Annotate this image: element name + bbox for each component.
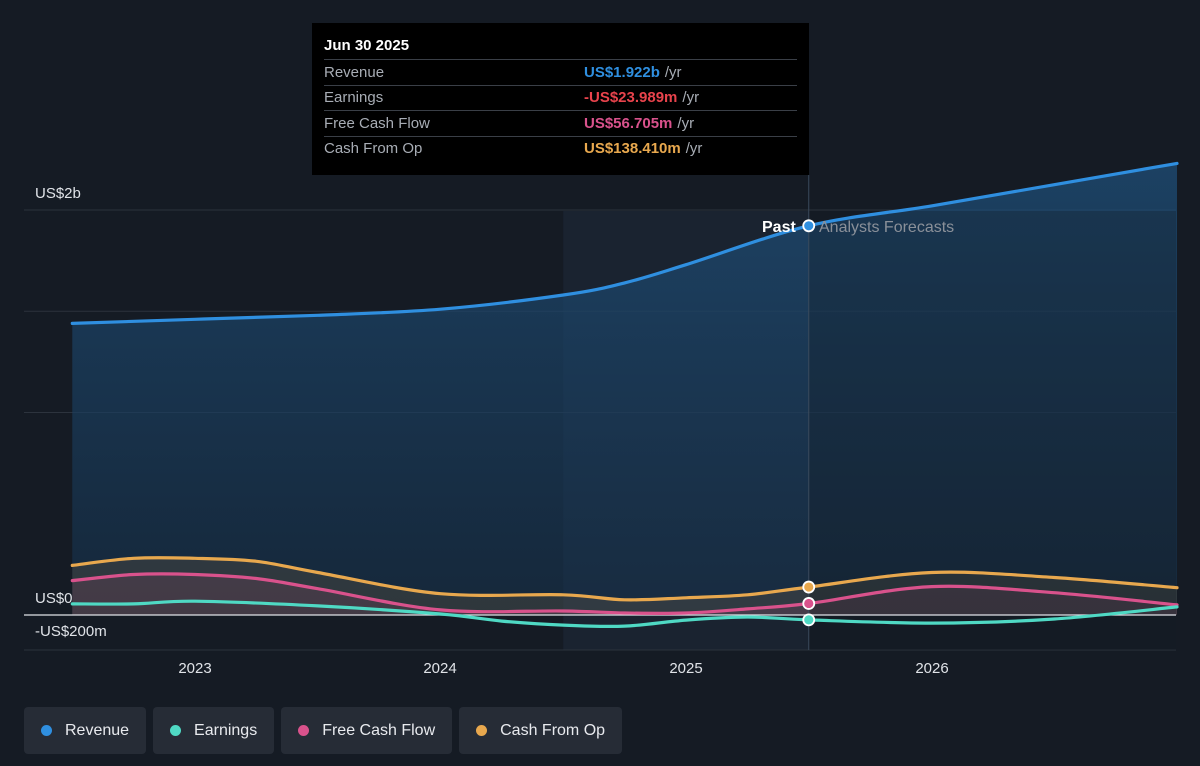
legend-dot-icon [170,725,182,736]
data-tooltip: Jun 30 2025 Revenue US$1.922b /yr Earnin… [312,23,809,175]
y-tick-label: US$2b [35,185,81,202]
series-line-free-cash-flow [70,572,1179,615]
data-point-marker [802,219,816,233]
legend-item-earnings[interactable]: Earnings [153,707,275,754]
tooltip-row-earnings: Earnings -US$23.989m /yr [324,84,797,111]
forecast-label: Analysts Forecasts [819,219,955,236]
tooltip-label: Revenue [324,63,385,81]
past-label: Past [762,219,796,236]
legend-dot-icon [298,725,310,736]
y-tick-label: -US$200m [35,623,107,640]
tooltip-unit: /yr [677,114,695,132]
tooltip-unit: /yr [664,63,682,81]
data-point-marker [802,597,816,610]
x-tick-label: 2025 [669,660,703,677]
tooltip-value: US$138.410m [584,140,681,158]
tooltip-row-revenue: Revenue US$1.922b /yr [324,59,797,85]
legend-label: Revenue [65,721,130,739]
tooltip-label: Cash From Op [324,140,423,158]
tooltip-value: US$1.922b [584,63,660,81]
series-line-revenue [70,161,1179,325]
tooltip-label: Free Cash Flow [324,114,430,132]
series-line-earnings [70,599,1179,629]
x-tick-label: 2024 [423,660,457,677]
legend-label: Cash From Op [500,721,606,739]
legend-dot-icon [476,725,488,736]
y-tick-label: US$0 [35,590,73,607]
x-tick-label: 2023 [178,660,212,677]
series-line-cash-from-op [70,556,1179,602]
legend-dot-icon [41,725,52,736]
legend-item-revenue[interactable]: Revenue [24,707,147,754]
tooltip-label: Earnings [324,89,384,107]
tooltip-unit: /yr [682,89,700,107]
x-tick-label: 2026 [915,660,949,677]
legend: Revenue Earnings Free Cash Flow Cash Fro… [24,707,623,754]
data-point-marker [802,613,816,627]
legend-label: Earnings [194,721,258,739]
tooltip-row-cash-from-op: Cash From Op US$138.410m /yr [324,135,797,162]
revenue-area [72,163,1177,615]
legend-label: Free Cash Flow [322,721,436,739]
tooltip-value: -US$23.989m [584,89,678,107]
forecast-dim [808,211,1176,650]
series-area-free-cash-flow [72,573,1177,615]
tooltip-value: US$56.705m [584,114,673,132]
data-point-marker [802,580,816,594]
tooltip-row-free-cash-flow: Free Cash Flow US$56.705m /yr [324,110,797,136]
series-area-cash-from-op [72,557,1177,615]
legend-item-free-cash-flow[interactable]: Free Cash Flow [281,707,453,754]
tooltip-date: Jun 30 2025 [324,37,410,54]
tooltip-unit: /yr [685,140,703,158]
legend-item-cash-from-op[interactable]: Cash From Op [459,707,623,754]
